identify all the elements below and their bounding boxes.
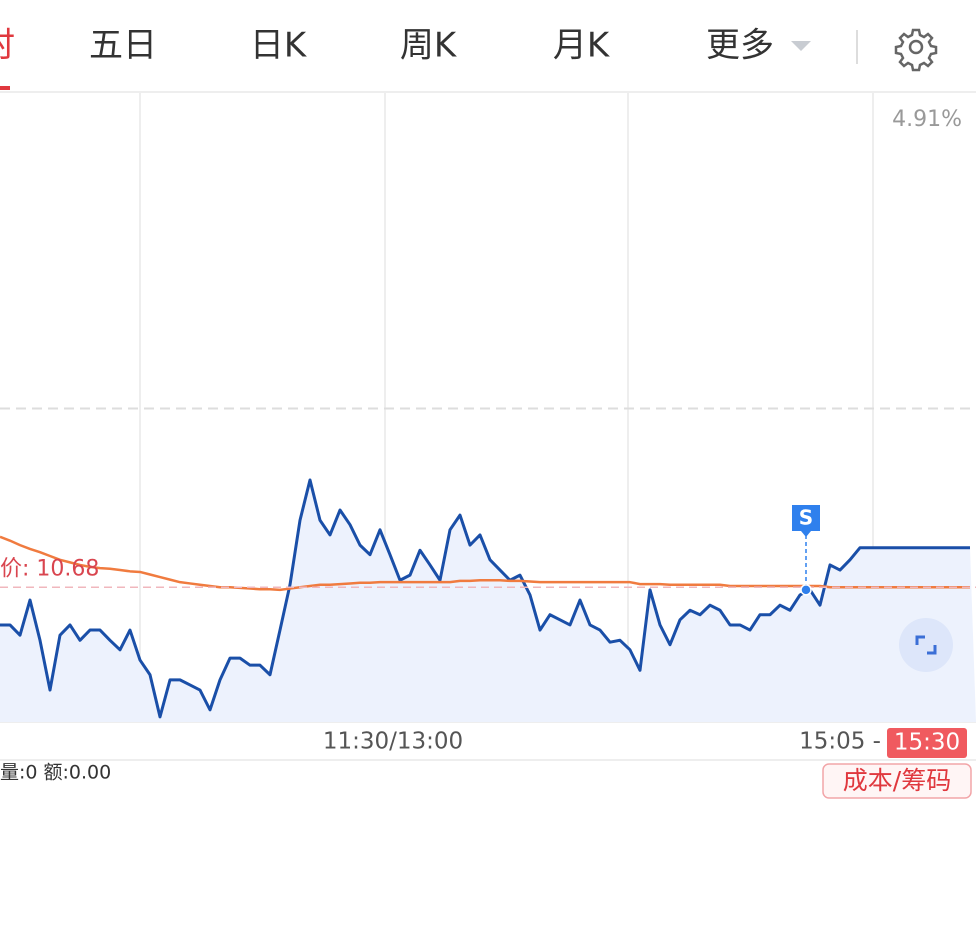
tab[interactable]: 周K [400, 26, 458, 66]
cost-button[interactable] [822, 763, 972, 799]
y-tick-label: 4.91% [892, 107, 962, 132]
tab[interactable]: 月K [553, 26, 611, 66]
x-tick-label: 15:30 [894, 730, 960, 756]
tab[interactable]: 五日 [89, 26, 157, 66]
x-tick-label: 11:30/13:00 [323, 729, 463, 755]
marker-badge [792, 505, 820, 537]
reset-button[interactable] [899, 618, 953, 672]
price-area [0, 480, 976, 722]
tab[interactable]: 日K [250, 26, 308, 66]
tab[interactable]: 时 [0, 26, 15, 66]
dropdown-arrow [791, 41, 811, 51]
cost-button-label[interactable]: 成本/筹码 [843, 766, 951, 795]
settings-icon[interactable] [894, 28, 938, 72]
time-badge [887, 728, 967, 758]
tab[interactable]: 更多 [706, 26, 774, 66]
volume-label: 量:0 额:0.00 [0, 762, 111, 784]
tab-bar: 时 五日 日K 周K 月K 更多 [0, 26, 938, 90]
marker-dot [800, 584, 812, 596]
reset-icon [915, 635, 937, 655]
tab-indicator [0, 86, 10, 90]
average-price-label: 价: 10.68 [0, 556, 99, 581]
marker-label: S [799, 506, 813, 530]
x-tick-label: 15:05 - [799, 729, 881, 755]
